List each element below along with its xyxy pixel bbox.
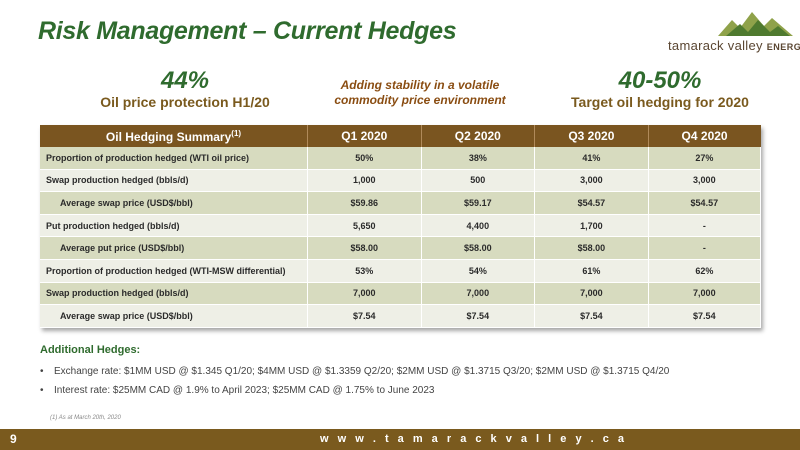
table-cell: 41% [534, 147, 649, 170]
table-row: Average swap price (USD$/bbl) $7.54 $7.5… [40, 304, 762, 328]
table-cell: 50% [307, 147, 422, 170]
table-cell: 62% [648, 259, 762, 283]
row-label: Average put price (USD$/bbl) [40, 236, 308, 260]
row-label: Average swap price (USD$/bbl) [40, 191, 308, 215]
table-cell: $7.54 [421, 304, 536, 328]
target-hedging-stat: 40-50% Target oil hedging for 2020 [560, 67, 760, 111]
oil-protection-label: Oil price protection H1/20 [100, 94, 270, 110]
table-cell: $59.17 [421, 191, 536, 215]
table-row: Swap production hedged (bbls/d) 1,000 50… [40, 169, 762, 193]
mountains-logo-icon [718, 12, 793, 36]
table-cell: - [648, 236, 762, 260]
oil-protection-value: 44% [160, 67, 210, 94]
table-cell: $59.86 [307, 191, 422, 215]
table-cell: $58.00 [421, 236, 536, 260]
table-cell: 5,650 [307, 214, 422, 238]
table-cell: 7,000 [421, 282, 536, 306]
column-header: Q1 2020 [307, 125, 422, 147]
table-row: Average put price (USD$/bbl) $58.00 $58.… [40, 236, 762, 260]
row-label: Swap production hedged (bbls/d) [40, 282, 308, 306]
website-link[interactable]: w w w . t a m a r a c k v a l l e y . c … [320, 433, 628, 445]
page-title: Risk Management – Current Hedges [38, 17, 457, 45]
table-header-summary: Oil Hedging Summary(1) [40, 125, 308, 147]
table-cell: 500 [421, 169, 536, 193]
table-row: Proportion of production hedged (WTI-MSW… [40, 259, 762, 283]
row-label: Swap production hedged (bbls/d) [40, 169, 308, 193]
table-row: Put production hedged (bbls/d) 5,650 4,4… [40, 214, 762, 238]
bullet-text: Exchange rate: $1MM USD @ $1.345 Q1/20; … [54, 366, 670, 377]
table-cell: 4,400 [421, 214, 536, 238]
column-header: Q4 2020 [648, 125, 761, 147]
table-cell: 61% [534, 259, 649, 283]
company-logo: tamarack valley ENERGY [660, 6, 800, 54]
table-header-row: Oil Hedging Summary(1) Q1 2020 Q2 2020 Q… [40, 125, 761, 147]
logo-name: tamarack valley [668, 38, 763, 53]
page-number: 9 [10, 432, 17, 446]
table-cell: - [648, 214, 762, 238]
footnote: (1) As at March 20th, 2020 [50, 415, 121, 421]
logo-suffix: ENERGY [766, 42, 800, 52]
bullet-item: • Exchange rate: $1MM USD @ $1.345 Q1/20;… [40, 366, 669, 377]
column-header: Q3 2020 [534, 125, 649, 147]
table-cell: 7,000 [307, 282, 422, 306]
target-hedging-label: Target oil hedging for 2020 [571, 94, 749, 110]
row-label: Average swap price (USD$/bbl) [40, 304, 308, 328]
table-cell: $7.54 [534, 304, 649, 328]
table-cell: 27% [648, 147, 762, 170]
row-label: Put production hedged (bbls/d) [40, 214, 308, 238]
footer-bar: 9 w w w . t a m a r a c k v a l l e y . … [0, 429, 800, 450]
table-cell: 7,000 [534, 282, 649, 306]
table-cell: 38% [421, 147, 536, 170]
table-cell: 7,000 [648, 282, 762, 306]
tagline-line-1: Adding stability in a volatile [340, 78, 500, 92]
table-row: Proportion of production hedged (WTI oil… [40, 147, 762, 170]
oil-hedging-table: Oil Hedging Summary(1) Q1 2020 Q2 2020 Q… [40, 125, 762, 328]
table-cell: $54.57 [648, 191, 762, 215]
table-cell: 54% [421, 259, 536, 283]
table-cell: $58.00 [307, 236, 422, 260]
column-header: Q2 2020 [421, 125, 536, 147]
table-cell: 53% [307, 259, 422, 283]
table-cell: $7.54 [648, 304, 762, 328]
logo-text: tamarack valley ENERGY [668, 38, 800, 53]
table-cell: 1,000 [307, 169, 422, 193]
table-cell: $7.54 [307, 304, 422, 328]
bullet-dot-icon: • [40, 366, 44, 377]
table-cell: 1,700 [534, 214, 649, 238]
table-cell: 3,000 [648, 169, 762, 193]
table-row: Average swap price (USD$/bbl) $59.86 $59… [40, 191, 762, 215]
table-cell: 3,000 [534, 169, 649, 193]
row-label: Proportion of production hedged (WTI-MSW… [40, 259, 308, 283]
bullet-dot-icon: • [40, 385, 44, 396]
table-cell: $54.57 [534, 191, 649, 215]
row-label: Proportion of production hedged (WTI oil… [40, 147, 308, 170]
additional-hedges-heading: Additional Hedges: [40, 344, 141, 356]
bullet-item: • Interest rate: $25MM CAD @ 1.9% to Apri… [40, 385, 435, 396]
table-cell: $58.00 [534, 236, 649, 260]
tagline: Adding stability in a volatile commodity… [300, 78, 540, 108]
bullet-text: Interest rate: $25MM CAD @ 1.9% to April… [54, 385, 435, 396]
target-hedging-value: 40-50% [618, 67, 702, 94]
oil-protection-stat: 44% Oil price protection H1/20 [95, 67, 275, 111]
table-row: Swap production hedged (bbls/d) 7,000 7,… [40, 282, 762, 306]
tagline-line-2: commodity price environment [334, 93, 506, 107]
